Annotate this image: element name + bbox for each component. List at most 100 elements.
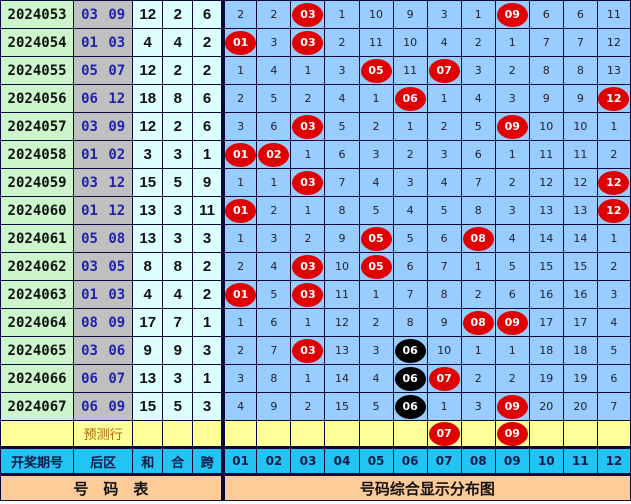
prediction-cell <box>222 420 258 448</box>
distribution-cell: 3 <box>358 140 394 169</box>
he-value: 8 <box>162 252 194 281</box>
distribution-cell: 17 <box>562 308 598 337</box>
prediction-cell <box>290 420 326 448</box>
he-value: 3 <box>162 140 194 169</box>
prediction-row: 预测行 07 09 <box>0 420 631 448</box>
distribution-cell: 5 <box>256 280 292 309</box>
distribution-cell: 3 <box>426 140 462 169</box>
issue-number: 2024064 <box>0 308 75 337</box>
distribution-cell: 2 <box>290 392 326 421</box>
distribution-cell: 2 <box>426 112 462 141</box>
distribution-cell: 10 <box>358 0 394 29</box>
back-zone-numbers: 06 07 <box>73 364 134 393</box>
prediction-label: 预测行 <box>73 420 134 448</box>
he-value: 4 <box>162 280 194 309</box>
hit-ball: 02 <box>258 142 290 167</box>
distribution-cell: 19 <box>562 364 598 393</box>
distribution-cell: 05 <box>358 252 394 281</box>
table-row: 2024057 03 09 12 2 6 3 6 03 5 2 1 2 5 09 10 10 1 <box>0 112 631 141</box>
distribution-cell: 05 <box>358 224 394 253</box>
distribution-cell: 8 <box>460 196 496 225</box>
issue-number: 2024065 <box>0 336 75 365</box>
distribution-cell: 1 <box>222 308 258 337</box>
distribution-cell: 4 <box>426 28 462 57</box>
issue-number: 2024067 <box>0 392 75 421</box>
prediction-cell: 09 <box>494 420 530 448</box>
distribution-cell: 3 <box>596 280 631 309</box>
distribution-cell: 1 <box>290 56 326 85</box>
kua-value: 1 <box>192 140 225 169</box>
hit-ball: 07 <box>428 366 460 391</box>
distribution-cell: 06 <box>392 364 428 393</box>
table-row: 2024061 05 08 13 3 3 1 3 2 9 05 5 6 08 4 14 14 1 <box>0 224 631 253</box>
distribution-cell: 3 <box>256 224 292 253</box>
distribution-cell: 1 <box>358 84 394 113</box>
distribution-cell: 12 <box>596 168 631 197</box>
distribution-cell: 3 <box>222 112 258 141</box>
distribution-cell: 9 <box>426 308 462 337</box>
sum-value: 15 <box>132 392 164 421</box>
hit-ball: 05 <box>360 226 392 251</box>
distribution-cell: 7 <box>392 280 428 309</box>
sum-value: 12 <box>132 56 164 85</box>
distribution-cell: 08 <box>460 224 496 253</box>
hit-ball: 03 <box>292 30 324 55</box>
he-value: 9 <box>162 336 194 365</box>
prediction-cell <box>324 420 360 448</box>
back-zone-numbers: 05 07 <box>73 56 134 85</box>
distribution-cell: 11 <box>358 28 394 57</box>
footer-row: 号 码 表 号码综合显示分布图 <box>0 473 631 501</box>
distribution-cell: 15 <box>562 252 598 281</box>
distribution-cell: 2 <box>324 28 360 57</box>
distribution-cell: 5 <box>358 196 394 225</box>
kua-value: 9 <box>192 168 225 197</box>
hit-ball: 03 <box>292 170 324 195</box>
distribution-cell: 14 <box>324 364 360 393</box>
kua-value: 6 <box>192 84 225 113</box>
distribution-cell: 14 <box>562 224 598 253</box>
distribution-cell: 7 <box>426 252 462 281</box>
distribution-cell: 11 <box>596 0 631 29</box>
issue-number: 2024056 <box>0 84 75 113</box>
distribution-cell: 16 <box>562 280 598 309</box>
issue-number: 2024057 <box>0 112 75 141</box>
distribution-cell: 4 <box>426 168 462 197</box>
footer-left-title: 号 码 表 <box>0 473 225 501</box>
distribution-cell: 4 <box>256 56 292 85</box>
distribution-cell: 6 <box>460 140 496 169</box>
distribution-cell: 2 <box>392 140 428 169</box>
he-value: 7 <box>162 308 194 337</box>
kua-value: 2 <box>192 28 225 57</box>
kua-value: 6 <box>192 112 225 141</box>
table-row: 2024062 03 05 8 8 2 2 4 03 10 05 6 7 1 5 15 15 2 <box>0 252 631 281</box>
table-row: 2024065 03 06 9 9 3 2 7 03 13 3 06 10 1 1 18 18 5 <box>0 336 631 365</box>
distribution-cell: 2 <box>460 280 496 309</box>
distribution-cell: 7 <box>528 28 564 57</box>
distribution-cell: 2 <box>358 308 394 337</box>
distribution-cell: 12 <box>528 168 564 197</box>
he-value: 5 <box>162 168 194 197</box>
hit-ball: 08 <box>462 310 494 335</box>
distribution-cell: 2 <box>494 168 530 197</box>
distribution-cell: 01 <box>222 28 258 57</box>
distribution-cell: 5 <box>256 84 292 113</box>
distribution-cell: 18 <box>562 336 598 365</box>
distribution-cell: 1 <box>290 308 326 337</box>
distribution-cell: 13 <box>562 196 598 225</box>
distribution-cell: 3 <box>494 196 530 225</box>
back-zone-numbers: 03 09 <box>73 112 134 141</box>
issue-number: 2024053 <box>0 0 75 29</box>
kua-value: 3 <box>192 392 225 421</box>
distribution-cell: 9 <box>324 224 360 253</box>
kua-value: 3 <box>192 224 225 253</box>
distribution-cell: 2 <box>222 84 258 113</box>
header-number-05: 05 <box>358 446 394 475</box>
he-value: 2 <box>162 112 194 141</box>
distribution-cell: 8 <box>426 280 462 309</box>
distribution-cell: 7 <box>256 336 292 365</box>
table-row: 2024054 01 03 4 4 2 01 3 03 2 11 10 4 2 1 7 7 12 <box>0 28 631 57</box>
distribution-cell: 11 <box>392 56 428 85</box>
distribution-cell: 2 <box>494 364 530 393</box>
distribution-cell: 6 <box>494 280 530 309</box>
header-number-12: 12 <box>596 446 631 475</box>
